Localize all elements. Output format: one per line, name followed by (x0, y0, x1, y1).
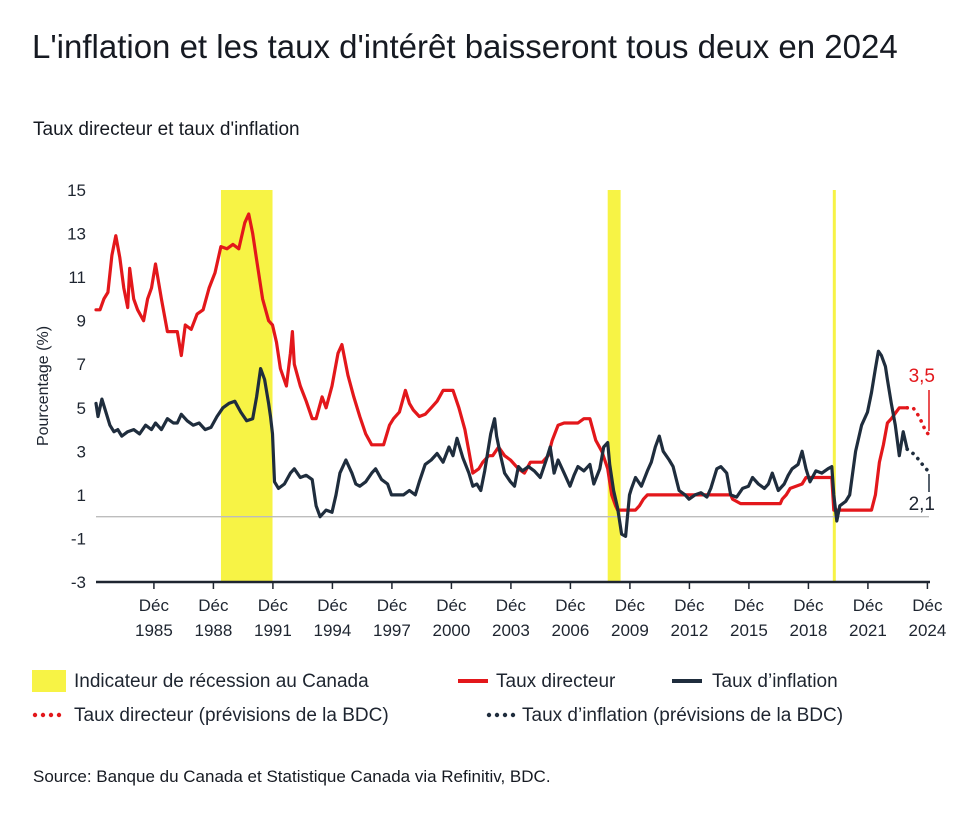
legend-swatch-dot (48, 712, 54, 718)
x-tick-label-bottom: 1985 (135, 621, 173, 640)
series-line-3 (905, 447, 930, 473)
recession-bands (220, 190, 836, 582)
legend-label: Taux d’inflation (prévisions de la BDC) (522, 705, 843, 726)
series-line-1 (94, 349, 909, 538)
x-tick-label-bottom: 2003 (492, 621, 530, 640)
x-tick-label-top: Déc (853, 596, 884, 615)
legend-swatch-dot (56, 712, 62, 718)
y-axis-label: Pourcentage (%) (35, 326, 52, 446)
x-tick-label-bottom: 1994 (313, 621, 351, 640)
x-tick-label-top: Déc (436, 596, 467, 615)
series-line-0 (94, 212, 909, 512)
x-tick-label-top: Déc (555, 596, 586, 615)
chart-title: L'inflation et les taux d'intérêt baisse… (32, 28, 898, 65)
x-tick-label-top: Déc (674, 596, 705, 615)
y-tick-label: -3 (71, 573, 86, 592)
y-tick-label: 1 (77, 486, 86, 505)
legend-swatch-dot (510, 712, 516, 718)
x-tick-label-bottom: 2000 (432, 621, 470, 640)
y-tick-label: 7 (77, 355, 86, 374)
policy-annotation-label: 3,5 (909, 366, 935, 387)
legend-label: Indicateur de récession au Canada (74, 671, 369, 692)
legend-swatch-dot (40, 712, 46, 718)
x-tick-label-bottom: 2021 (849, 621, 887, 640)
x-tick-label-bottom: 2015 (730, 621, 768, 640)
x-tick-label-top: Déc (793, 596, 824, 615)
legend-label: Taux directeur (prévisions de la BDC) (74, 705, 389, 726)
x-tick-label-bottom: 2024 (908, 621, 946, 640)
recession-band-2 (832, 190, 836, 582)
y-tick-label: 5 (77, 399, 86, 418)
y-tick-label: 3 (77, 442, 86, 461)
y-tick-label: 9 (77, 312, 86, 331)
x-tick-label-bottom: 2018 (789, 621, 827, 640)
annotations: 3,5 2,1 (909, 366, 935, 515)
x-tick-label-top: Déc (615, 596, 646, 615)
x-tick-label-top: Déc (139, 596, 170, 615)
y-tick-label: 13 (67, 225, 86, 244)
legend-label: Taux d’inflation (712, 671, 838, 692)
legend-label: Taux directeur (496, 671, 616, 692)
x-tick-label-top: Déc (734, 596, 765, 615)
x-tick-label-top: Déc (198, 596, 229, 615)
x-tick-label-top: Déc (317, 596, 348, 615)
legend-swatch-dot (494, 712, 500, 718)
x-tick-label-bottom: 1991 (254, 621, 292, 640)
x-tick-label-bottom: 2006 (551, 621, 589, 640)
legend-swatch-dot (486, 712, 492, 718)
y-tick-label: 11 (68, 268, 86, 287)
legend: Indicateur de récession au Canada Taux di… (32, 670, 843, 726)
legend-swatch-dot (32, 712, 38, 718)
x-tick-label-top: Déc (258, 596, 289, 615)
x-tick-label-bottom: 2012 (670, 621, 708, 640)
x-tick-label-top: Déc (377, 596, 408, 615)
source-note: Source: Banque du Canada et Statistique … (33, 767, 551, 786)
inflation-annotation-label: 2,1 (909, 494, 935, 515)
x-tick-label-bottom: 1997 (373, 621, 411, 640)
x-tick-label-bottom: 2009 (611, 621, 649, 640)
y-tick-label: 15 (67, 181, 86, 200)
legend-swatch-dot (502, 712, 508, 718)
series-lines (94, 212, 930, 538)
x-axis-ticks: Déc 1985 Déc 1988 Déc 1991 Déc 1994 Déc 1997 Déc 20… (135, 582, 946, 640)
chart-subtitle: Taux directeur et taux d'inflation (33, 119, 300, 140)
y-tick-label: -1 (71, 529, 86, 548)
legend-swatch-recession (32, 670, 66, 692)
x-tick-label-top: Déc (912, 596, 943, 615)
y-axis-ticks: 15 13 11 9 7 5 3 1 -1 -3 (67, 181, 86, 592)
series-line-2 (905, 406, 930, 436)
x-tick-label-bottom: 1988 (194, 621, 232, 640)
x-tick-label-top: Déc (496, 596, 527, 615)
